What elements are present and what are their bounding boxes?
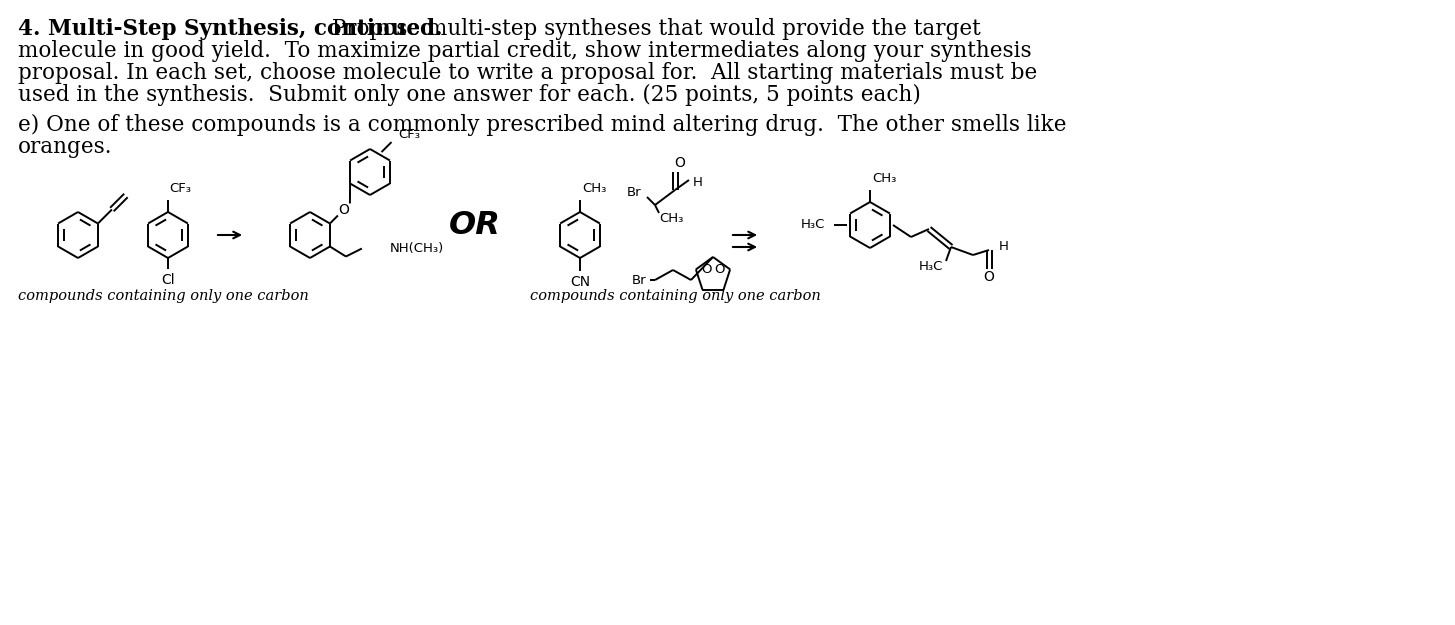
Text: e) One of these compounds is a commonly prescribed mind altering drug.  The othe: e) One of these compounds is a commonly … xyxy=(17,114,1067,136)
Text: H₃C: H₃C xyxy=(918,261,943,274)
Text: Cl: Cl xyxy=(162,273,175,287)
Text: Propose multi-step syntheses that would provide the target: Propose multi-step syntheses that would … xyxy=(324,18,981,40)
Text: CH₃: CH₃ xyxy=(872,173,896,186)
Text: CN: CN xyxy=(570,275,591,289)
Text: O: O xyxy=(714,263,725,276)
Text: used in the synthesis.  Submit only one answer for each. (25 points, 5 points ea: used in the synthesis. Submit only one a… xyxy=(17,84,921,106)
Text: molecule in good yield.  To maximize partial credit, show intermediates along yo: molecule in good yield. To maximize part… xyxy=(17,40,1032,62)
Text: H₃C: H₃C xyxy=(800,219,825,231)
Text: O: O xyxy=(675,156,685,170)
Text: H: H xyxy=(1000,239,1008,252)
Text: proposal. In each set, choose molecule to write a proposal for.  All starting ma: proposal. In each set, choose molecule t… xyxy=(17,62,1037,84)
Text: Br: Br xyxy=(626,186,642,199)
Text: NH(CH₃): NH(CH₃) xyxy=(390,242,444,255)
Text: O: O xyxy=(701,263,711,276)
Text: O: O xyxy=(339,204,349,217)
Text: CF₃: CF₃ xyxy=(169,182,191,196)
Text: OR: OR xyxy=(450,209,501,241)
Text: compounds containing only one carbon: compounds containing only one carbon xyxy=(17,289,308,303)
Text: Br: Br xyxy=(631,274,646,286)
Text: CH₃: CH₃ xyxy=(659,213,684,226)
Text: H: H xyxy=(693,176,703,189)
Text: CH₃: CH₃ xyxy=(582,182,607,196)
Text: compounds containing only one carbon: compounds containing only one carbon xyxy=(530,289,821,303)
Text: CF₃: CF₃ xyxy=(399,127,420,141)
Text: oranges.: oranges. xyxy=(17,136,112,158)
Text: 4. Multi-Step Synthesis, continued.: 4. Multi-Step Synthesis, continued. xyxy=(17,18,442,40)
Text: O: O xyxy=(984,270,994,284)
